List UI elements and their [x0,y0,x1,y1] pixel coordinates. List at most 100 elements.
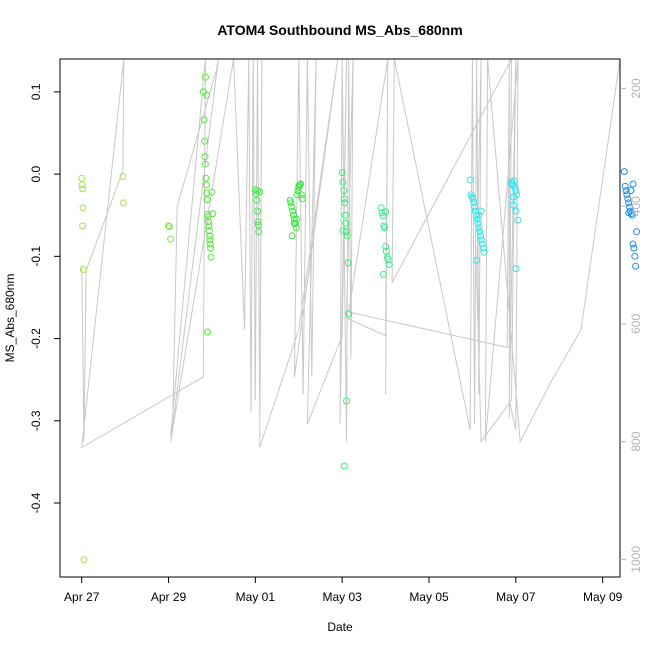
data-point [633,228,640,236]
data-point [254,187,261,195]
data-point [206,240,214,248]
data-point [474,219,482,227]
data-point [475,211,483,219]
data-point [255,228,263,236]
data-point [297,191,305,199]
data-point [338,169,346,176]
data-point [165,222,172,230]
data-point [381,224,389,232]
y-tick-label: 0.1 [29,83,43,100]
data-point [379,270,387,278]
y-axis-label: MS_Abs_680nm [3,274,17,363]
data-point [253,196,261,204]
data-point [627,187,635,195]
x-tick-label: May 09 [583,590,623,604]
data-point [288,232,296,240]
data-point [204,213,212,221]
data-point [382,243,390,250]
data-point [206,232,214,240]
depth-tick-label: 600 [629,314,643,334]
x-axis-label: Date [327,620,353,634]
data-point [200,116,208,124]
data-point [339,227,347,235]
data-point [385,261,393,269]
depth-tick-label: 400 [629,196,643,216]
data-point [201,73,209,81]
data-point [290,215,298,223]
data-point [629,180,637,188]
data-point [205,227,213,235]
depth-tick-label: 1000 [629,546,643,573]
data-point [620,168,628,176]
data-point [477,232,485,240]
depth-tick-label: 800 [629,431,643,451]
x-tick-label: Apr 27 [64,590,100,604]
data-point [292,224,300,232]
data-point [624,195,632,203]
data-point [80,556,88,564]
data-point [342,219,350,227]
data-point [79,266,87,273]
data-point [298,195,306,203]
data-point [377,204,385,212]
y-tick-label: -0.2 [29,328,43,349]
x-tick-label: May 03 [322,590,362,604]
data-point [621,182,629,190]
data-point [79,185,87,193]
data-point [288,203,296,211]
data-point [343,397,350,405]
data-point [473,215,481,223]
secondary-y-axis: 200 400 600 800 1000 [620,78,643,573]
data-point [202,181,210,189]
depth-tick-label: 200 [629,78,643,98]
data-point [473,256,481,264]
data-point [167,235,175,243]
data-point [344,259,352,267]
x-tick-label: May 01 [236,590,276,604]
data-point [289,207,297,215]
data-point [203,91,211,99]
data-point [254,207,261,215]
data-point [629,240,637,248]
data-point [622,187,630,195]
data-point [514,216,522,224]
chart-title: ATOM4 Southbound MS_Abs_680nm [217,22,462,38]
data-point [625,199,633,207]
y-axis: 0.1 0.0 -0.1 -0.2 -0.3 -0.4 [29,83,60,513]
data-point [207,244,215,252]
data-point [378,209,386,217]
y-tick-label: -0.1 [29,246,43,267]
data-point [510,193,518,201]
data-point [254,221,262,229]
data-point [78,181,86,189]
data-point [208,188,216,196]
plot-frame [59,58,621,578]
data-point [343,228,350,236]
data-point [471,203,479,211]
x-axis: Apr 27 Apr 29 May 01 May 03 May 05 May 07 May … [64,577,623,604]
data-point [201,137,209,145]
y-tick-label: -0.3 [29,410,43,431]
data-point [478,236,485,244]
data-point [290,219,298,227]
data-point [479,244,487,252]
data-point [341,199,349,207]
data-point [203,196,211,204]
data-point [630,244,638,252]
data-point [466,176,474,184]
data-point [384,256,392,264]
data-point [512,187,520,195]
data-point [201,153,209,161]
y-tick-label: 0.0 [29,165,43,182]
data-point [469,195,477,203]
depth-track-layer [81,58,621,449]
y-tick-label: -0.4 [29,492,43,513]
data-point [165,223,173,231]
data-point [119,199,127,207]
data-point [343,232,351,240]
data-point [339,178,347,186]
data-point [510,177,518,185]
data-point [512,207,520,215]
data-point [295,182,303,190]
